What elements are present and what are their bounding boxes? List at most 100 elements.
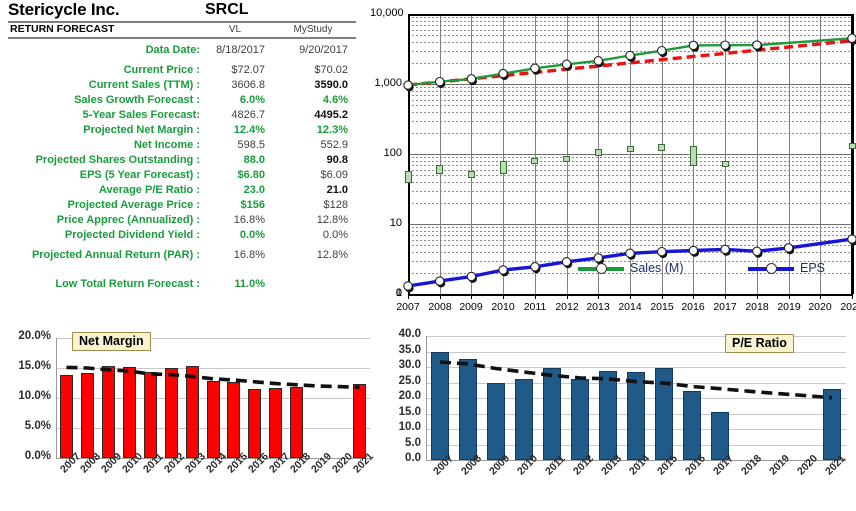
- net-margin-bar: [143, 371, 157, 458]
- net-income-range-bar: [563, 156, 571, 162]
- sales-eps-x-tick-label: 2016: [681, 301, 705, 313]
- sales-eps-series-svg: [403, 33, 856, 293]
- net-margin-y-tick-label: 20.0%: [18, 330, 51, 342]
- bar-gridline: [426, 367, 846, 368]
- net-income-range-bar: [848, 142, 856, 149]
- pe-ratio-y-tick-label: 20.0: [398, 390, 421, 402]
- year-gridline: [662, 14, 663, 294]
- pe-ratio-bar: [711, 412, 729, 460]
- pe-ratio-bar: [683, 391, 701, 460]
- net-margin-bar: [269, 387, 283, 458]
- forecast-value-mystudy: $6.09: [320, 169, 348, 181]
- bar-x-tick: [129, 459, 130, 463]
- bar-x-tick: [255, 459, 256, 463]
- bar-x-tick: [234, 459, 235, 463]
- bar-gridline: [426, 352, 846, 353]
- forecast-row: Net Income : 598.5 552.9: [0, 139, 370, 154]
- bar-x-tick: [171, 459, 172, 463]
- bar-x-tick: [339, 459, 340, 463]
- forecast-value-mystudy: 21.0: [326, 184, 348, 196]
- forecast-row-label: Current Sales (TTM) :: [88, 79, 200, 91]
- net-margin-y-tick-label: 15.0%: [18, 360, 51, 372]
- sales-eps-y-tick-label: 10,000: [370, 7, 404, 19]
- bar-x-tick: [804, 461, 805, 465]
- pe-ratio-bar: [459, 359, 477, 461]
- pe-ratio-bar: [823, 388, 841, 460]
- forecast-row: Projected Dividend Yield : 0.0% 0.0%: [0, 229, 370, 244]
- bar-x-tick: [468, 461, 469, 465]
- x-axis-tick: [693, 294, 694, 299]
- net-margin-trendline-svg: [66, 365, 360, 389]
- pe-ratio-y-tick-label: 15.0: [398, 406, 421, 418]
- legend-label-sales: Sales (M): [630, 261, 684, 275]
- forecast-value-vl: 88.0: [243, 154, 265, 166]
- forecast-value-vl: 3606.8: [231, 79, 265, 91]
- forecast-row-label: Net Income :: [133, 139, 200, 151]
- forecast-row: Projected Net Margin : 12.4% 12.3%: [0, 124, 370, 139]
- forecast-value-vl: 8/18/2017: [216, 44, 265, 56]
- forecast-row-label: Projected Net Margin :: [83, 124, 200, 136]
- forecast-value-mystudy: 90.8: [326, 154, 348, 166]
- pe-ratio-bar: [515, 378, 533, 460]
- forecast-value-mystudy: 552.9: [320, 139, 348, 151]
- sales-eps-x-tick-label: 2008: [428, 301, 452, 313]
- return-forecast-panel: Stericycle Inc. SRCL RETURN FORECAST VL …: [0, 0, 370, 312]
- bar-x-tick: [276, 459, 277, 463]
- pe-ratio-trendline-svg: [439, 360, 833, 400]
- year-gridline: [630, 14, 631, 294]
- ticker-symbol: SRCL: [205, 1, 249, 18]
- sales-eps-y-tick-label: 1,000: [374, 77, 402, 89]
- sales-eps-x-tick-label: 2010: [491, 301, 515, 313]
- forecast-value-vl: $72.07: [231, 64, 265, 76]
- bar-x-tick: [192, 459, 193, 463]
- section-title: RETURN FORECAST: [10, 23, 115, 35]
- pe-ratio-y-tick-label: 35.0: [398, 344, 421, 356]
- company-name: Stericycle Inc.: [8, 0, 120, 19]
- sales-eps-chart: 10,000 1,000 100 10 1 0 2007 2008 2009 2010 2011 20…: [370, 2, 856, 318]
- year-gridline: [503, 14, 504, 294]
- net-margin-bar: [101, 366, 115, 458]
- sales-eps-x-tick-label: 2020: [808, 301, 832, 313]
- year-gridline: [852, 14, 854, 294]
- bar-x-tick: [440, 461, 441, 465]
- year-gridline: [535, 14, 536, 294]
- x-axis-tick: [757, 294, 758, 299]
- bar-x-tick: [360, 459, 361, 463]
- sales-eps-x-tick-label: 2019: [777, 301, 801, 313]
- sales-eps-x-tick-label: 2021: [840, 301, 856, 313]
- pe-ratio-y-tick-label: 30.0: [398, 359, 421, 371]
- sales-eps-x-tick-label: 2009: [459, 301, 483, 313]
- forecast-row-label: Data Date:: [145, 44, 200, 56]
- pe-ratio-chart: 0.0 5.0 10.0 15.0 20.0 25.0 30.0 35.0 40.0 2007 20…: [380, 320, 856, 511]
- forecast-value-mystudy: 12.8%: [316, 249, 348, 261]
- forecast-value-mystudy: $128: [323, 199, 348, 211]
- bar-x-tick: [318, 459, 319, 463]
- forecast-value-vl: 16.8%: [233, 214, 265, 226]
- x-axis-line: [408, 294, 852, 296]
- bar-x-tick: [608, 461, 609, 465]
- forecast-row-label: Current Price :: [123, 64, 200, 76]
- forecast-value-vl: $156: [240, 199, 265, 211]
- pe-ratio-bar: [487, 383, 505, 460]
- panel-header: Stericycle Inc. SRCL: [0, 0, 370, 22]
- sales-eps-x-tick-label: 2014: [618, 301, 642, 313]
- net-margin-bar: [60, 375, 73, 458]
- forecast-row-label: 5-Year Sales Forecast:: [82, 109, 200, 121]
- forecast-row-label: Average P/E Ratio :: [98, 184, 200, 196]
- net-margin-bar: [122, 366, 136, 458]
- bar-x-tick: [720, 461, 721, 465]
- sales-eps-x-tick-label: 2018: [745, 301, 769, 313]
- forecast-row-label: Price Apprec (Annualized) :: [56, 214, 200, 226]
- sales-eps-y-tick-label: 0: [395, 287, 402, 299]
- forecast-row: Current Sales (TTM) : 3606.8 3590.0: [0, 79, 370, 94]
- bar-gridline: [56, 458, 370, 460]
- net-income-range-bar: [658, 143, 666, 151]
- x-axis-tick: [852, 294, 853, 299]
- pe-ratio-y-axis: [426, 336, 427, 460]
- bar-x-tick: [748, 461, 749, 465]
- x-axis-tick: [789, 294, 790, 299]
- sales-eps-y-tick-label: 0: [395, 287, 402, 299]
- bar-x-tick: [776, 461, 777, 465]
- sales-eps-y-tick-label: 1: [395, 287, 402, 299]
